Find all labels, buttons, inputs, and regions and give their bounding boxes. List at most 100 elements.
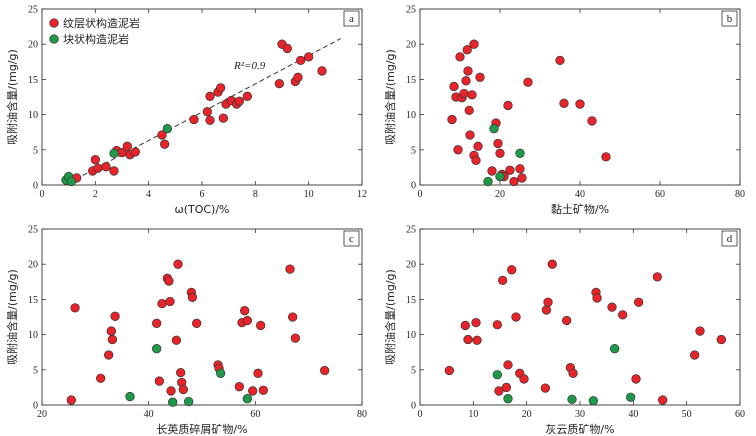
data-point [290, 333, 300, 343]
panel-letter: c [349, 233, 354, 245]
y-tick-label: 10 [28, 330, 38, 341]
x-tick-label: 20 [37, 409, 47, 420]
series-massive [125, 344, 252, 407]
data-point [495, 171, 505, 182]
x-tick-label: 0 [40, 189, 45, 200]
chart-panel-c: 20 40 60 80 0 5 10 15 20 25 长英质碎屑矿物/% 吸附油含量/(mg/g) c [5, 225, 367, 436]
y-tick-label: 0 [411, 401, 416, 412]
x-tick-label: 0 [418, 409, 423, 420]
data-point [178, 384, 188, 395]
y-tick-label: 5 [411, 145, 416, 156]
y-tick-label: 25 [406, 5, 416, 16]
data-point [449, 81, 459, 92]
data-point [125, 391, 135, 402]
data-point [240, 306, 250, 316]
data-point [256, 320, 266, 331]
data-point [471, 317, 481, 328]
y-tick-label: 0 [411, 181, 416, 192]
data-point [242, 394, 252, 404]
x-tick-label: 60 [250, 409, 260, 420]
y-tick-label: 10 [406, 330, 416, 341]
x-tick-label: 80 [357, 409, 367, 420]
data-point [505, 165, 515, 175]
panel-letter-box [721, 10, 738, 27]
data-point [176, 367, 186, 378]
x-tick-label: 2 [93, 189, 98, 200]
y-tick-label: 20 [28, 260, 38, 271]
data-point [168, 397, 178, 407]
data-point [489, 124, 499, 134]
data-point [160, 139, 170, 149]
data-point [469, 39, 479, 49]
data-point [293, 72, 303, 82]
panel-letter-box [721, 230, 738, 247]
data-point [555, 55, 565, 66]
data-point [288, 312, 298, 322]
data-point [463, 334, 473, 345]
data-point [171, 335, 182, 345]
r-squared-annotation: R²=0.9 [233, 60, 266, 72]
x-tick-label: 8 [253, 189, 258, 200]
x-tick-label: 30 [575, 409, 585, 420]
series-laminated [66, 259, 330, 405]
data-point [543, 297, 553, 307]
x-tick-label: 50 [682, 409, 692, 420]
data-point [444, 365, 454, 376]
data-point [152, 318, 162, 328]
data-point [607, 302, 617, 312]
data-point [559, 98, 569, 108]
data-point [304, 52, 314, 62]
data-point [104, 350, 114, 360]
x-tick-label: 40 [575, 189, 585, 200]
data-point [475, 72, 485, 82]
x-tick-label: 10 [468, 409, 478, 420]
y-tick-label: 5 [411, 365, 416, 376]
series-massive [61, 124, 172, 187]
data-point [96, 373, 106, 383]
chart-panel-a: 0 2 4 6 8 10 12 0 5 10 15 20 25 ω(TOC)/% 吸附油含量/(mg/g) a… [5, 5, 367, 217]
data-point [652, 272, 662, 282]
x-axis-label: 黏土矿物/% [551, 202, 609, 216]
y-tick-label: 20 [28, 40, 38, 51]
data-point [218, 113, 228, 123]
series-laminated [447, 39, 611, 187]
data-point [473, 141, 483, 151]
data-point [495, 148, 505, 158]
data-point [317, 66, 327, 76]
y-tick-label: 15 [406, 295, 416, 306]
x-tick-label: 10 [304, 189, 314, 200]
series-laminated [72, 39, 327, 183]
data-point [562, 315, 572, 326]
data-point [205, 115, 215, 125]
data-point [541, 305, 552, 315]
y-tick-label: 20 [406, 260, 416, 271]
data-point [690, 350, 700, 360]
y-tick-label: 25 [28, 5, 38, 16]
data-point [320, 365, 330, 376]
data-point [101, 162, 111, 172]
x-axis-label: 灰云质矿物/% [545, 422, 614, 436]
legend-label-massive: 块状构造泥岩 [63, 32, 129, 46]
data-point [483, 176, 493, 187]
data-point [492, 370, 502, 380]
data-point [165, 296, 175, 307]
y-tick-label: 15 [28, 75, 38, 86]
data-point [493, 138, 503, 149]
data-point [248, 386, 258, 396]
data-point [503, 394, 513, 404]
data-point [242, 91, 252, 101]
series-massive [492, 344, 636, 406]
data-point [515, 148, 525, 158]
y-tick-label: 5 [33, 145, 38, 156]
x-tick-label: 4 [146, 189, 151, 200]
y-tick-label: 0 [33, 181, 38, 192]
data-point [455, 52, 465, 62]
legend-marker-laminated [49, 18, 59, 28]
chart-panel-d: 0 10 20 30 40 50 60 0 5 10 15 20 25 灰云质矿物/% 吸附油含量/(mg/… [383, 225, 745, 436]
x-tick-label: 12 [357, 189, 367, 200]
series-massive [483, 124, 525, 187]
data-point [568, 368, 578, 378]
data-point [587, 116, 597, 126]
y-tick-label: 25 [406, 225, 416, 236]
data-point [173, 259, 183, 269]
